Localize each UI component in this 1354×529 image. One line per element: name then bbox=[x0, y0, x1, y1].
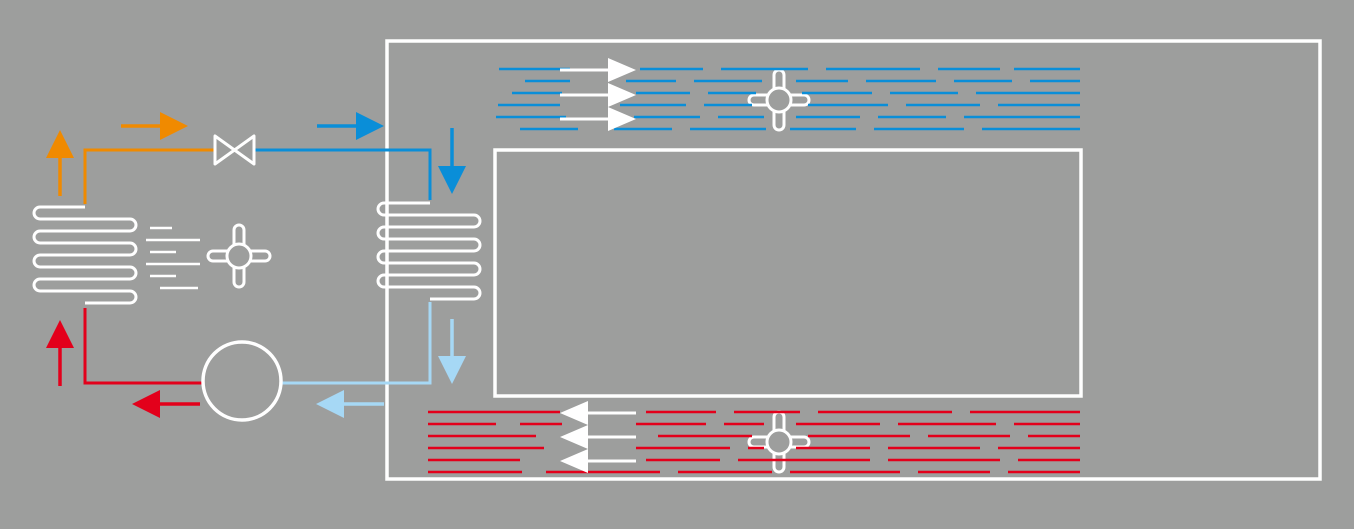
cold-return-line bbox=[281, 302, 432, 385]
condenser-airflow bbox=[146, 226, 200, 290]
evaporator-coil-icon bbox=[376, 201, 482, 301]
cold-return-left-arrow bbox=[316, 390, 384, 418]
condenser-coil-icon bbox=[32, 205, 138, 305]
return-air-arrow bbox=[560, 449, 636, 473]
hot-gas-up-arrow bbox=[46, 130, 74, 196]
return-fan-icon bbox=[747, 410, 811, 474]
return-air-arrow bbox=[560, 425, 636, 449]
supply-fan-icon bbox=[747, 68, 811, 132]
return-air-arrows bbox=[560, 401, 636, 473]
suction-left-arrow bbox=[132, 390, 200, 418]
liquid-right-arrow bbox=[317, 112, 384, 140]
refrigerant-piping bbox=[83, 148, 432, 385]
expansion-valve-icon bbox=[213, 134, 256, 166]
cabinet-outer-wall bbox=[385, 39, 1322, 481]
supply-air-arrow bbox=[560, 58, 636, 82]
condenser-fan-icon bbox=[206, 223, 272, 289]
liquid-line bbox=[254, 148, 432, 200]
suction-up-arrow bbox=[46, 320, 74, 386]
supply-air-arrows bbox=[560, 58, 636, 131]
hot-gas-line bbox=[83, 148, 215, 204]
supply-air-arrow bbox=[560, 107, 636, 131]
liquid-down-arrow bbox=[438, 128, 466, 194]
return-air-streaks bbox=[428, 410, 1080, 474]
supply-air-streaks bbox=[496, 67, 1080, 131]
supply-air-arrow bbox=[560, 83, 636, 107]
cabinet-inner-chamber bbox=[493, 148, 1083, 398]
compressor-icon bbox=[201, 340, 283, 422]
return-air-arrow bbox=[560, 401, 636, 425]
suction-line bbox=[83, 308, 202, 385]
cold-return-down-arrow bbox=[438, 319, 466, 384]
hot-gas-right-arrow bbox=[121, 112, 188, 140]
